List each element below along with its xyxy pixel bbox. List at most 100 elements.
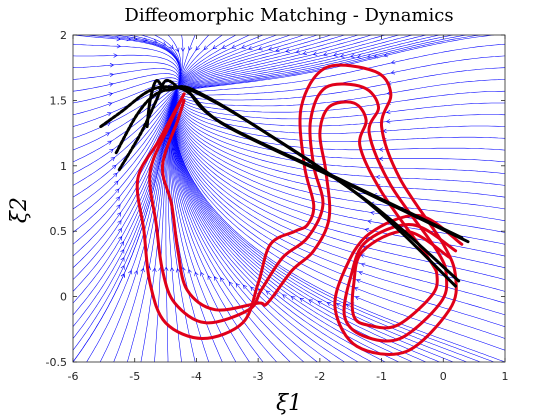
streamline-arrow [110,156,116,162]
streamline-arrow [308,299,313,304]
streamline-arrow [111,164,117,170]
streamline-arrow [367,219,372,224]
streamline [172,89,386,362]
streamline-arrow [195,46,200,51]
streamline-arrow [113,172,118,178]
streamline-arrow [188,46,193,51]
plot-area [73,35,505,362]
streamline-arrow [350,53,355,59]
streamline-arrow [383,53,389,58]
streamline [73,86,179,174]
streamline [179,35,359,87]
streamline-arrow [370,210,375,216]
streamline [172,88,304,362]
streamline-arrow [200,271,205,277]
streamline [179,35,345,86]
streamline-arrow [390,60,396,65]
streamline-arrow [116,44,122,49]
streamline-arrow [175,268,181,273]
streamline-arrow [317,300,322,305]
streamline-arrow [169,267,175,272]
streamline-arrow [290,296,296,301]
x-axis-label: ξ1 [276,391,302,416]
streamline-arrow [265,290,271,295]
streamline-arrow [116,212,122,217]
streamline-arrow [117,227,122,233]
streamline-arrow [378,147,384,152]
streamline [178,35,318,87]
streamline [177,35,237,88]
streamline-arrow [107,112,112,117]
streamline-arrow [116,204,121,209]
streamline-arrow [242,284,248,290]
y-tick-label: 0 [60,291,67,304]
y-tick-label: 0.5 [50,225,68,238]
streamline-arrow [164,266,169,271]
streamline-arrow [207,275,212,280]
streamline-arrow [354,296,360,301]
streamline [177,35,250,88]
streamline-arrow [114,180,119,186]
streamline [73,68,180,86]
streamline-arrow [115,196,120,201]
demonstration-trajectory [145,79,180,129]
streamline [173,88,481,362]
streamline-arrow [109,148,114,154]
streamline [176,88,505,113]
x-tick-label: -3 [253,370,264,383]
streamline [165,88,178,362]
streamline-arrow [118,235,123,241]
streamline [172,88,318,362]
demonstration-trajectory [176,85,461,283]
streamline-arrow [228,281,233,286]
streamline-arrow [180,47,186,52]
streamline-arrow [250,286,255,291]
streamline-arrow [107,140,112,145]
streamline-arrow [115,188,120,193]
streamline-arrow [340,53,345,58]
x-tick-label: 0 [440,370,447,383]
streamline [173,89,413,362]
streamline [73,43,181,86]
axis-ticks: -6 -5 -4 -3 -2 -1 0 1 -0.5 0 0.5 1 1.5 2 [46,29,509,383]
streamline [140,89,178,362]
streamline-arrow [133,270,139,275]
plot-frame [72,34,506,363]
streamline [173,89,440,362]
streamline [178,35,386,88]
streamline-arrow [356,278,361,283]
streamline [178,35,372,88]
streamline-arrow [248,45,253,51]
streamline [180,35,427,89]
streamline [73,89,178,245]
streamline-arrow [107,102,113,107]
streamline-arrow [220,277,225,282]
reproduction-trajectory [135,63,464,356]
streamline [173,89,427,362]
streamline-arrow [203,45,208,50]
x-tick-label: -2 [314,370,325,383]
streamline-arrow [258,46,263,51]
streamline [180,35,454,90]
streamline-arrow [312,51,318,56]
streamline-arrow [109,63,115,68]
streamline-arrow [268,46,273,51]
streamline-arrow [295,49,301,54]
streamline [177,35,264,87]
y-tick-label: 1 [60,160,67,173]
streamline [173,88,494,362]
streamline [173,87,505,362]
streamline-arrow [375,174,381,180]
streamline [175,87,505,221]
y-axis-label: ξ2 [7,197,32,223]
streamline [172,87,332,362]
streamline-arrow [322,52,328,57]
streamline-arrow [390,70,396,75]
streamline-arrow [152,267,157,272]
streamline-arrow [175,47,180,53]
streamline [154,88,178,362]
streamline [175,89,505,245]
x-tick-label: -1 [376,370,387,383]
streamline [176,89,505,127]
streamline-arrow [241,44,246,49]
